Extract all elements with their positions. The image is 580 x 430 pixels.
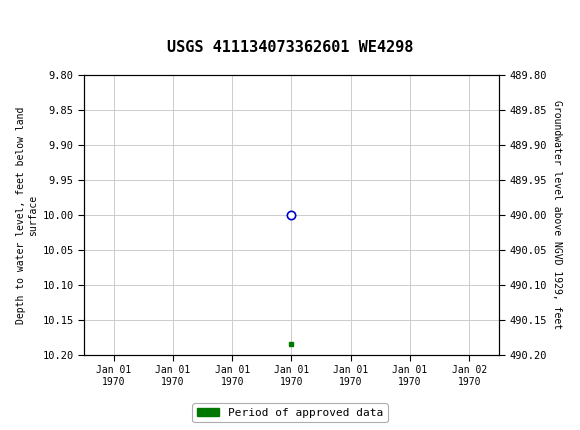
Text: USGS 411134073362601 WE4298: USGS 411134073362601 WE4298 [167, 40, 413, 55]
Text: ≈USGS: ≈USGS [3, 10, 74, 28]
Legend: Period of approved data: Period of approved data [193, 403, 387, 422]
Y-axis label: Depth to water level, feet below land
surface: Depth to water level, feet below land su… [16, 106, 38, 324]
Y-axis label: Groundwater level above NGVD 1929, feet: Groundwater level above NGVD 1929, feet [552, 101, 562, 329]
Bar [1, 4, 32, 34]
